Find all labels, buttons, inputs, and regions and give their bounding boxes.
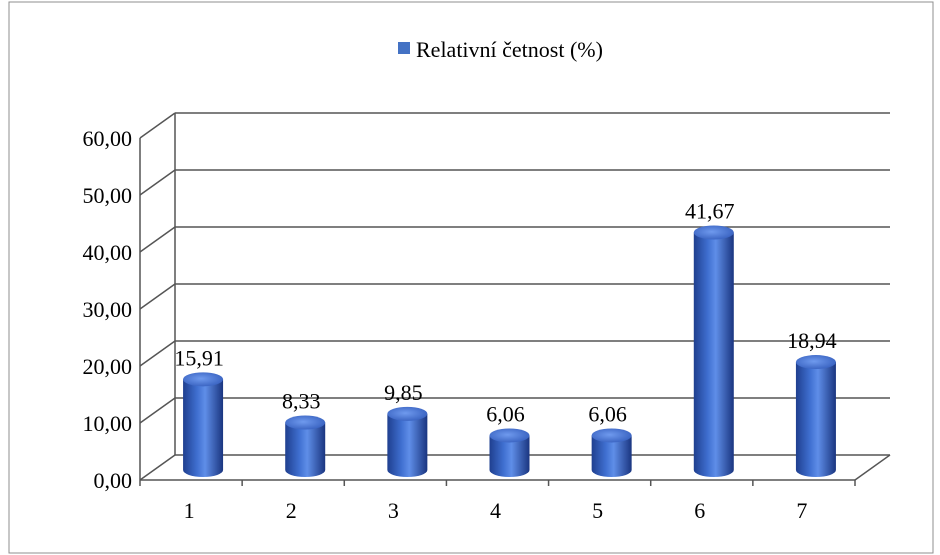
chart-border [8,1,934,554]
bar [795,355,836,478]
y-tick-label: 60,00 [83,126,133,151]
data-label: 6,06 [486,401,525,426]
data-label: 15,91 [174,345,224,370]
bar-body [795,362,836,478]
bar-body [183,379,224,478]
y-tick-label: 40,00 [83,240,133,265]
gridline-depth [139,283,176,310]
labels: 0,00 10,00 20,00 30,00 40,00 50,00 60,00 15,91 1… [83,126,837,523]
bar [387,406,428,478]
gridline-depth [139,340,176,367]
floor-edge [854,454,891,481]
bars [183,225,836,478]
data-label: 6,06 [588,401,627,426]
data-label: 8,33 [282,389,321,414]
bar-cap [183,372,224,387]
x-tick-label: 5 [592,498,603,523]
x-tick-label: 6 [694,498,705,523]
bar [693,225,734,478]
bar-body [591,435,632,478]
bar-cap [795,355,836,370]
legend-label: Relativní četnost (%) [416,37,603,62]
bar-cap [387,406,428,421]
bar-body [489,435,530,478]
x-tick-label: 3 [388,498,399,523]
gridline-depth [139,397,176,424]
x-tick-label: 7 [796,498,807,523]
bar [591,428,632,478]
legend: Relativní četnost (%) [398,37,603,62]
gridline-depth [139,454,176,481]
bar [183,372,224,478]
bar-body [693,232,734,478]
gridline-depth [139,169,176,196]
bar [285,415,326,478]
bar-cap [591,428,632,443]
bar [489,428,530,478]
y-tick-label: 30,00 [83,297,133,322]
bar-cap [489,428,530,443]
data-label: 9,85 [384,380,423,405]
legend-swatch [398,42,410,54]
y-tick-label: 0,00 [94,468,133,493]
x-tick-label: 1 [184,498,195,523]
gridline-depth [139,112,176,139]
axes [139,113,891,486]
data-label: 41,67 [685,198,735,223]
bar-body [387,413,428,478]
data-label: 18,94 [787,328,837,353]
y-tick-label: 10,00 [83,411,133,436]
y-tick-label: 50,00 [83,183,133,208]
bar-body [285,422,326,478]
bar-cap [693,225,734,240]
gridline-depth [139,226,176,253]
y-tick-label: 20,00 [83,354,133,379]
x-tick-label: 4 [490,498,501,523]
x-tick-label: 2 [286,498,297,523]
bar-cap [285,415,326,430]
